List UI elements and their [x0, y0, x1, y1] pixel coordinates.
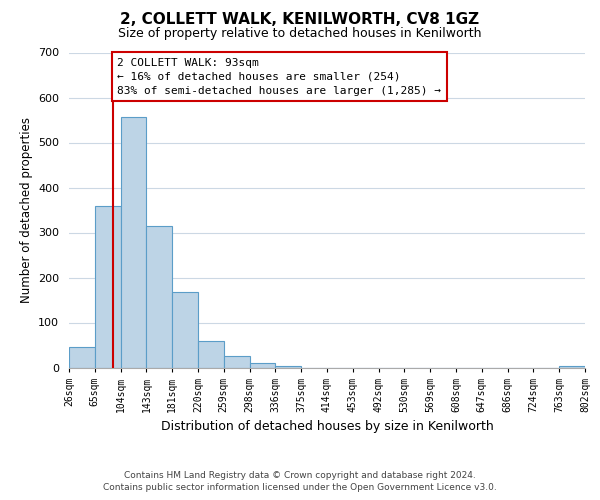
Bar	[146, 226, 172, 368]
Text: Contains HM Land Registry data © Crown copyright and database right 2024.
Contai: Contains HM Land Registry data © Crown c…	[103, 471, 497, 492]
Bar	[224, 356, 250, 368]
X-axis label: Distribution of detached houses by size in Kenilworth: Distribution of detached houses by size …	[161, 420, 493, 433]
Y-axis label: Number of detached properties: Number of detached properties	[20, 117, 32, 303]
Bar	[559, 366, 585, 368]
Bar	[250, 363, 275, 368]
Bar	[121, 117, 146, 368]
Bar	[198, 340, 224, 367]
Text: Size of property relative to detached houses in Kenilworth: Size of property relative to detached ho…	[118, 28, 482, 40]
Bar	[95, 206, 121, 368]
Bar	[69, 347, 95, 368]
Text: 2 COLLETT WALK: 93sqm
← 16% of detached houses are smaller (254)
83% of semi-det: 2 COLLETT WALK: 93sqm ← 16% of detached …	[117, 58, 441, 96]
Text: 2, COLLETT WALK, KENILWORTH, CV8 1GZ: 2, COLLETT WALK, KENILWORTH, CV8 1GZ	[121, 12, 479, 28]
Bar	[172, 292, 198, 368]
Bar	[275, 366, 301, 368]
